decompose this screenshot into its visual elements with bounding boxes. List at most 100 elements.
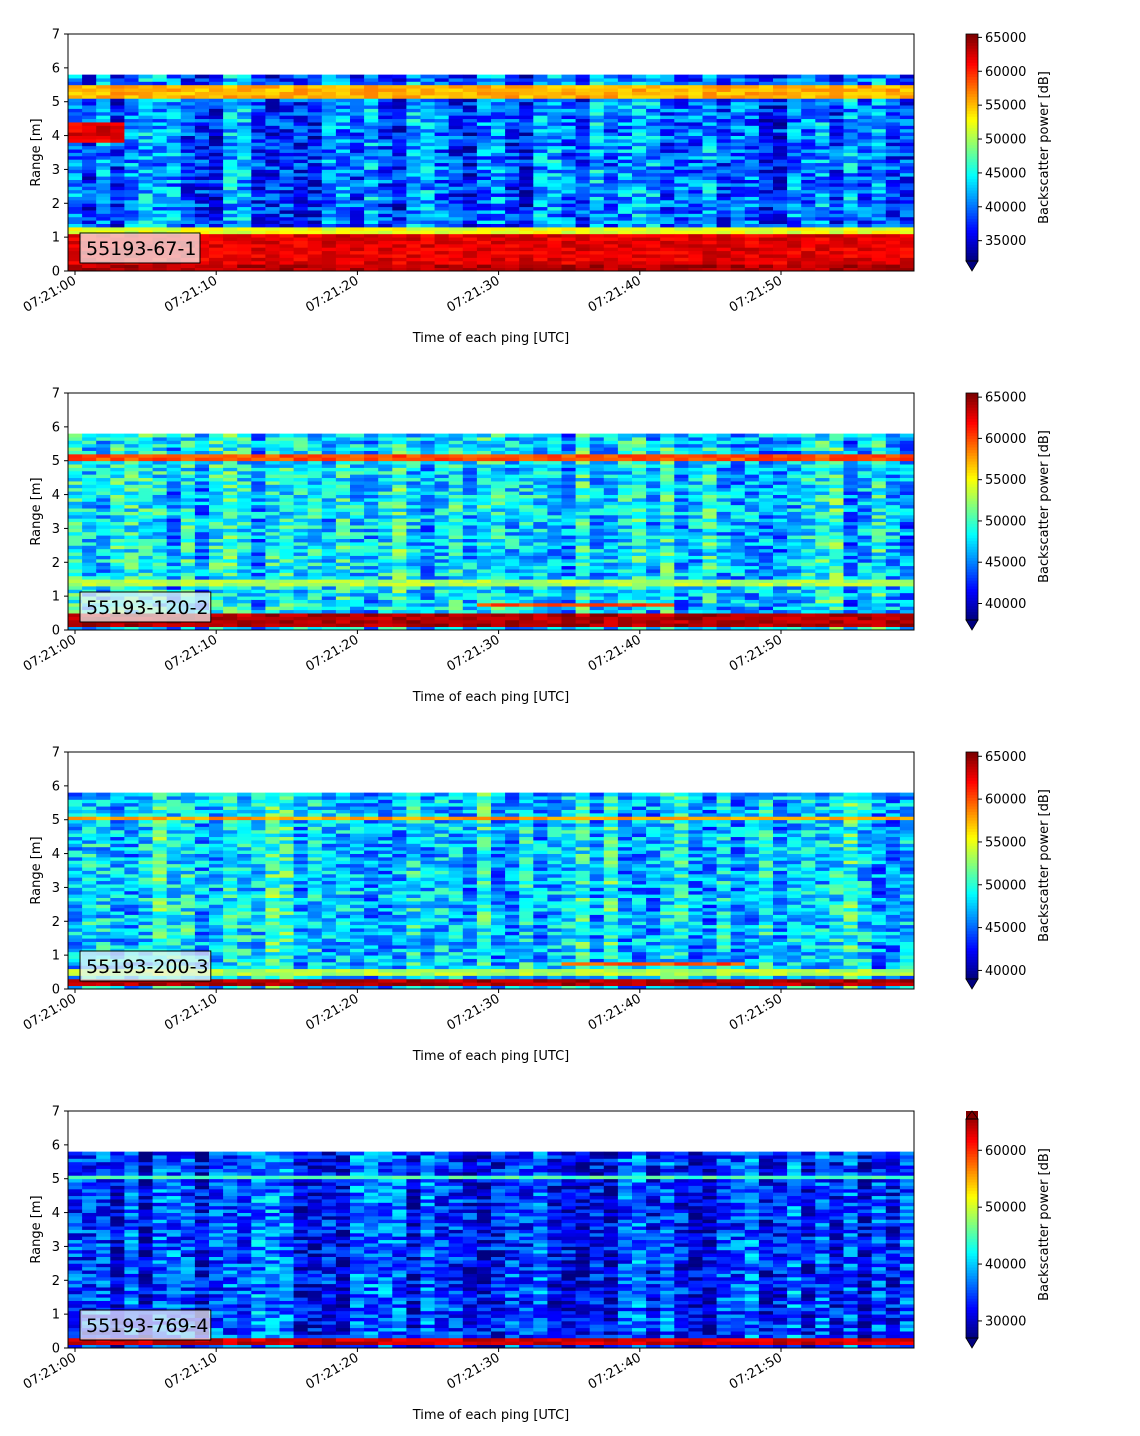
heatmap-cell	[124, 579, 139, 583]
heatmap-cell	[251, 182, 266, 187]
heatmap-cell	[307, 189, 323, 194]
heatmap-cell	[223, 233, 238, 238]
heatmap-cell	[350, 115, 365, 120]
heatmap-cell	[321, 514, 337, 519]
heatmap-cell	[787, 81, 802, 86]
heatmap-cell	[758, 223, 774, 228]
heatmap-cell	[209, 247, 224, 252]
heatmap-cell	[96, 101, 111, 106]
heatmap-cell	[124, 176, 139, 180]
heatmap-cell	[194, 565, 210, 570]
heatmap-cell	[505, 172, 520, 177]
heatmap-cell	[237, 609, 252, 614]
heatmap-cell	[138, 467, 153, 472]
heatmap-cell	[533, 101, 548, 106]
heatmap-cell	[730, 145, 746, 150]
heatmap-cell	[251, 199, 266, 204]
heatmap-cell	[321, 626, 337, 631]
heatmap-cell	[660, 179, 675, 184]
heatmap-cell	[321, 555, 337, 560]
heatmap-cell	[378, 613, 393, 617]
heatmap-cell	[364, 233, 379, 238]
heatmap-cell	[617, 216, 633, 221]
heatmap-cell	[434, 206, 450, 211]
heatmap-cell	[279, 125, 294, 130]
heatmap-cell	[293, 94, 309, 99]
heatmap-cell	[194, 132, 210, 136]
heatmap-cell	[209, 582, 224, 587]
heatmap-cell	[716, 267, 732, 272]
heatmap-cell	[124, 216, 139, 221]
heatmap-cell	[434, 182, 450, 187]
heatmap-cell	[68, 545, 83, 550]
heatmap-cell	[96, 223, 111, 228]
heatmap-cell	[124, 569, 139, 573]
heatmap-cell	[448, 84, 464, 89]
heatmap-cell	[406, 182, 421, 187]
heatmap-cell	[787, 189, 802, 194]
heatmap-cell	[491, 128, 506, 133]
heatmap-cell	[68, 447, 83, 451]
heatmap-cell	[180, 508, 196, 512]
heatmap-cell	[223, 105, 238, 109]
heatmap-cell	[251, 216, 266, 221]
heatmap-cell	[702, 74, 717, 79]
heatmap-cell	[279, 267, 294, 272]
heatmap-cell	[899, 108, 915, 113]
heatmap-cell	[82, 481, 97, 485]
heatmap-cell	[237, 240, 252, 245]
heatmap-cell	[462, 189, 478, 194]
heatmap-cell	[194, 186, 210, 191]
heatmap-cell	[885, 94, 901, 99]
heatmap-cell	[180, 579, 196, 583]
heatmap-cell	[124, 481, 139, 485]
heatmap-cell	[434, 159, 450, 164]
heatmap-cell	[194, 525, 210, 529]
heatmap-cell	[293, 193, 309, 197]
heatmap-cell	[223, 223, 238, 228]
heatmap-cell	[589, 267, 605, 272]
heatmap-cell	[209, 159, 224, 164]
heatmap-cell	[660, 91, 675, 96]
heatmap-cell	[124, 491, 139, 495]
heatmap-cell	[899, 176, 915, 180]
heatmap-cell	[68, 548, 83, 553]
heatmap-cell	[152, 122, 168, 126]
heatmap-cell	[180, 220, 196, 224]
heatmap-cell	[716, 94, 732, 99]
heatmap-cell	[773, 179, 788, 184]
heatmap-cell	[364, 609, 379, 614]
heatmap-cell	[307, 596, 323, 600]
heatmap-cell	[138, 122, 153, 126]
heatmap-cell	[166, 538, 182, 543]
heatmap-cell	[209, 443, 224, 448]
heatmap-cell	[533, 138, 548, 143]
heatmap-cell	[462, 206, 478, 211]
heatmap-cell	[688, 240, 703, 245]
heatmap-cell	[180, 585, 196, 590]
heatmap-cell	[110, 74, 125, 79]
heatmap-cell	[857, 84, 873, 89]
heatmap-cell	[364, 531, 379, 536]
heatmap-cell	[293, 122, 309, 126]
heatmap-cell	[744, 84, 760, 89]
heatmap-cell	[82, 589, 97, 594]
heatmap-cell	[406, 98, 421, 103]
heatmap-cell	[392, 81, 407, 86]
heatmap-cell	[815, 74, 830, 79]
heatmap-cell	[476, 237, 492, 241]
heatmap-cell	[307, 569, 323, 573]
heatmap-cell	[646, 122, 661, 126]
heatmap-cell	[406, 193, 421, 197]
heatmap-cell	[829, 101, 844, 106]
heatmap-cell	[787, 203, 802, 208]
heatmap-cell	[307, 467, 323, 472]
heatmap-cell	[265, 592, 280, 597]
heatmap-cell	[180, 460, 196, 465]
heatmap-cell	[237, 98, 252, 103]
heatmap-cell	[744, 101, 760, 106]
heatmap-cell	[448, 247, 464, 252]
heatmap-cell	[857, 81, 873, 86]
heatmap-cell	[335, 616, 351, 621]
heatmap-cell	[209, 501, 224, 506]
